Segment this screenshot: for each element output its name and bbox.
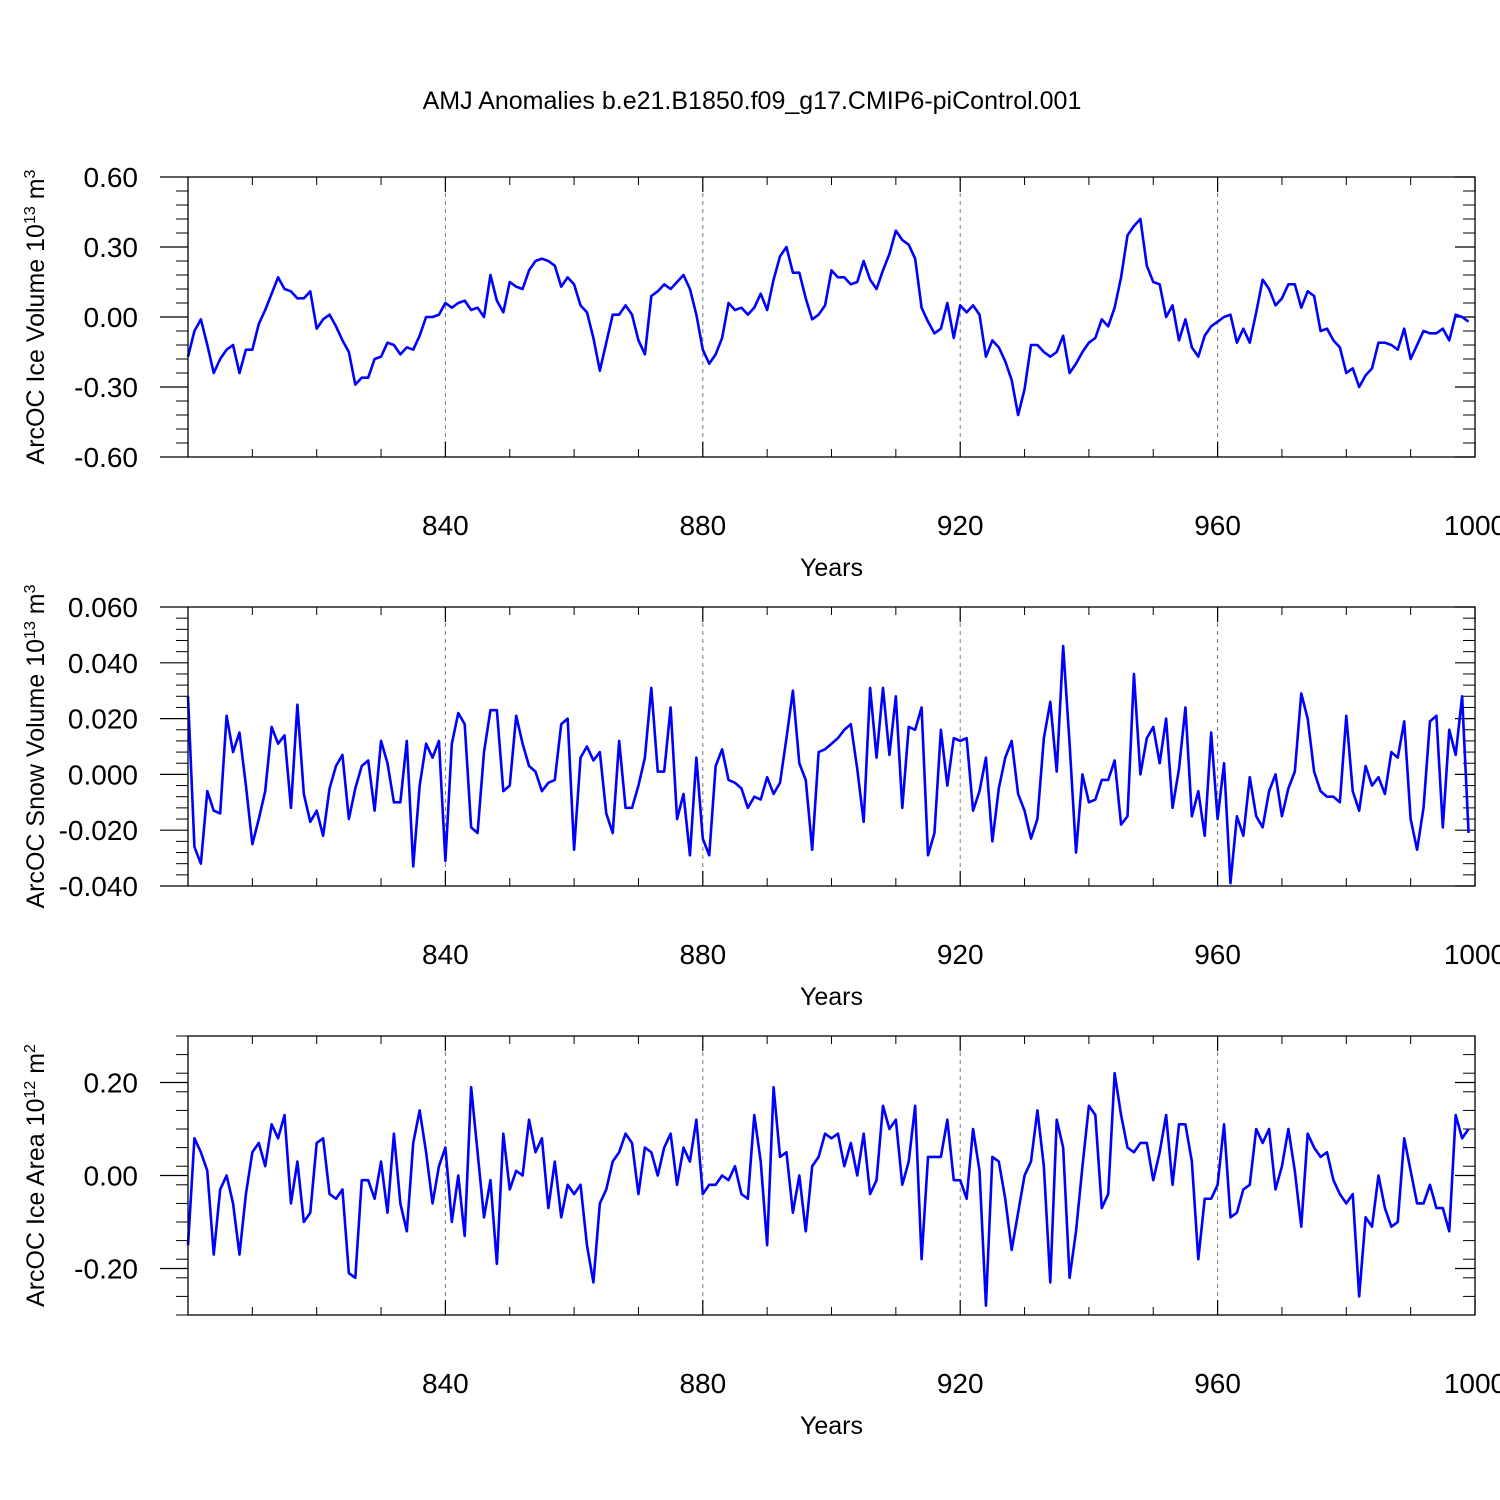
- panel-3: 840 880 920 960 1000 -0.20 0.00 0.20 Years ArcOC …: [22, 1035, 1500, 1440]
- y-tick-label: 0.00: [84, 302, 139, 333]
- data-series-line: [186, 1071, 1470, 1307]
- y-axis-title-superscript: 12: [22, 1081, 39, 1099]
- y-tick-label: -0.30: [74, 372, 138, 403]
- y-axis-title-part: m: [22, 178, 50, 206]
- panel-1: 840 880 920 960 1000 -0.60 -0.30 0.00 0.30 0.60 Ye…: [22, 162, 1500, 582]
- data-series-line: [186, 644, 1470, 885]
- y-tick-label: 0.30: [84, 232, 139, 263]
- x-tick-label: 840: [422, 1368, 469, 1399]
- y-axis-title: ArcOC Ice Area 1012 m2: [22, 1044, 50, 1307]
- plot-frame: [187, 606, 1476, 887]
- plot-frame: [187, 176, 1476, 458]
- y-axis-title: ArcOC Ice Volume 1013 m3: [22, 169, 50, 464]
- y-axis-title-superscript: 13: [22, 621, 39, 639]
- plot-frame: [187, 1035, 1476, 1316]
- x-tick-label: 920: [937, 939, 984, 970]
- data-series-line: [186, 217, 1470, 417]
- y-axis-title-part: m: [22, 1053, 50, 1081]
- y-axis-title-superscript: 13: [22, 206, 39, 224]
- y-tick-label: 0.040: [68, 648, 138, 679]
- y-axis-title-part: ArcOC Ice Area 10: [22, 1099, 50, 1307]
- x-tick-label: 880: [679, 510, 726, 541]
- x-tick-label: 840: [422, 939, 469, 970]
- x-axis-title: Years: [800, 983, 863, 1011]
- x-tick-label: 1000: [1444, 939, 1500, 970]
- y-axis-title-part: ArcOC Snow Volume 10: [22, 639, 50, 909]
- x-axis-title: Years: [800, 554, 863, 582]
- y-tick-label: -0.60: [74, 442, 138, 473]
- x-tick-label: 880: [679, 1368, 726, 1399]
- x-tick-label: 920: [937, 510, 984, 541]
- x-tick-label: 960: [1194, 1368, 1241, 1399]
- x-tick-label: 880: [679, 939, 726, 970]
- y-tick-label: -0.20: [74, 1254, 138, 1285]
- y-tick-label: 0.00: [84, 1161, 139, 1192]
- y-axis-title-part: ArcOC Ice Volume 10: [22, 224, 50, 464]
- panel-2: 840 880 920 960 1000 -0.040 -0.020 0.000 0.020 0.…: [22, 584, 1500, 1011]
- y-axis-title-superscript: 3: [22, 584, 39, 593]
- figure-title: AMJ Anomalies b.e21.B1850.f09_g17.CMIP6-…: [423, 87, 1082, 115]
- x-tick-label: 840: [422, 510, 469, 541]
- x-axis-title: Years: [800, 1412, 863, 1440]
- x-tick-label: 960: [1194, 939, 1241, 970]
- x-tick-label: 1000: [1444, 510, 1500, 541]
- y-tick-label: 0.000: [68, 759, 138, 790]
- y-tick-label: 0.60: [84, 162, 139, 193]
- y-axis-title-superscript: 3: [22, 169, 39, 178]
- y-axis-title-part: m: [22, 593, 50, 621]
- y-tick-label: 0.20: [84, 1068, 139, 1099]
- y-axis-title: ArcOC Snow Volume 1013 m3: [22, 584, 50, 908]
- x-tick-label: 1000: [1444, 1368, 1500, 1399]
- y-axis-title-superscript: 2: [22, 1044, 39, 1053]
- x-tick-label: 960: [1194, 510, 1241, 541]
- y-tick-label: 0.060: [68, 592, 138, 623]
- y-tick-label: 0.020: [68, 704, 138, 735]
- panels: 840 880 920 960 1000 -0.60 -0.30 0.00 0.30 0.60 Ye…: [22, 162, 1500, 1440]
- y-tick-label: -0.020: [59, 815, 138, 846]
- y-tick-label: -0.040: [59, 871, 138, 902]
- x-tick-label: 920: [937, 1368, 984, 1399]
